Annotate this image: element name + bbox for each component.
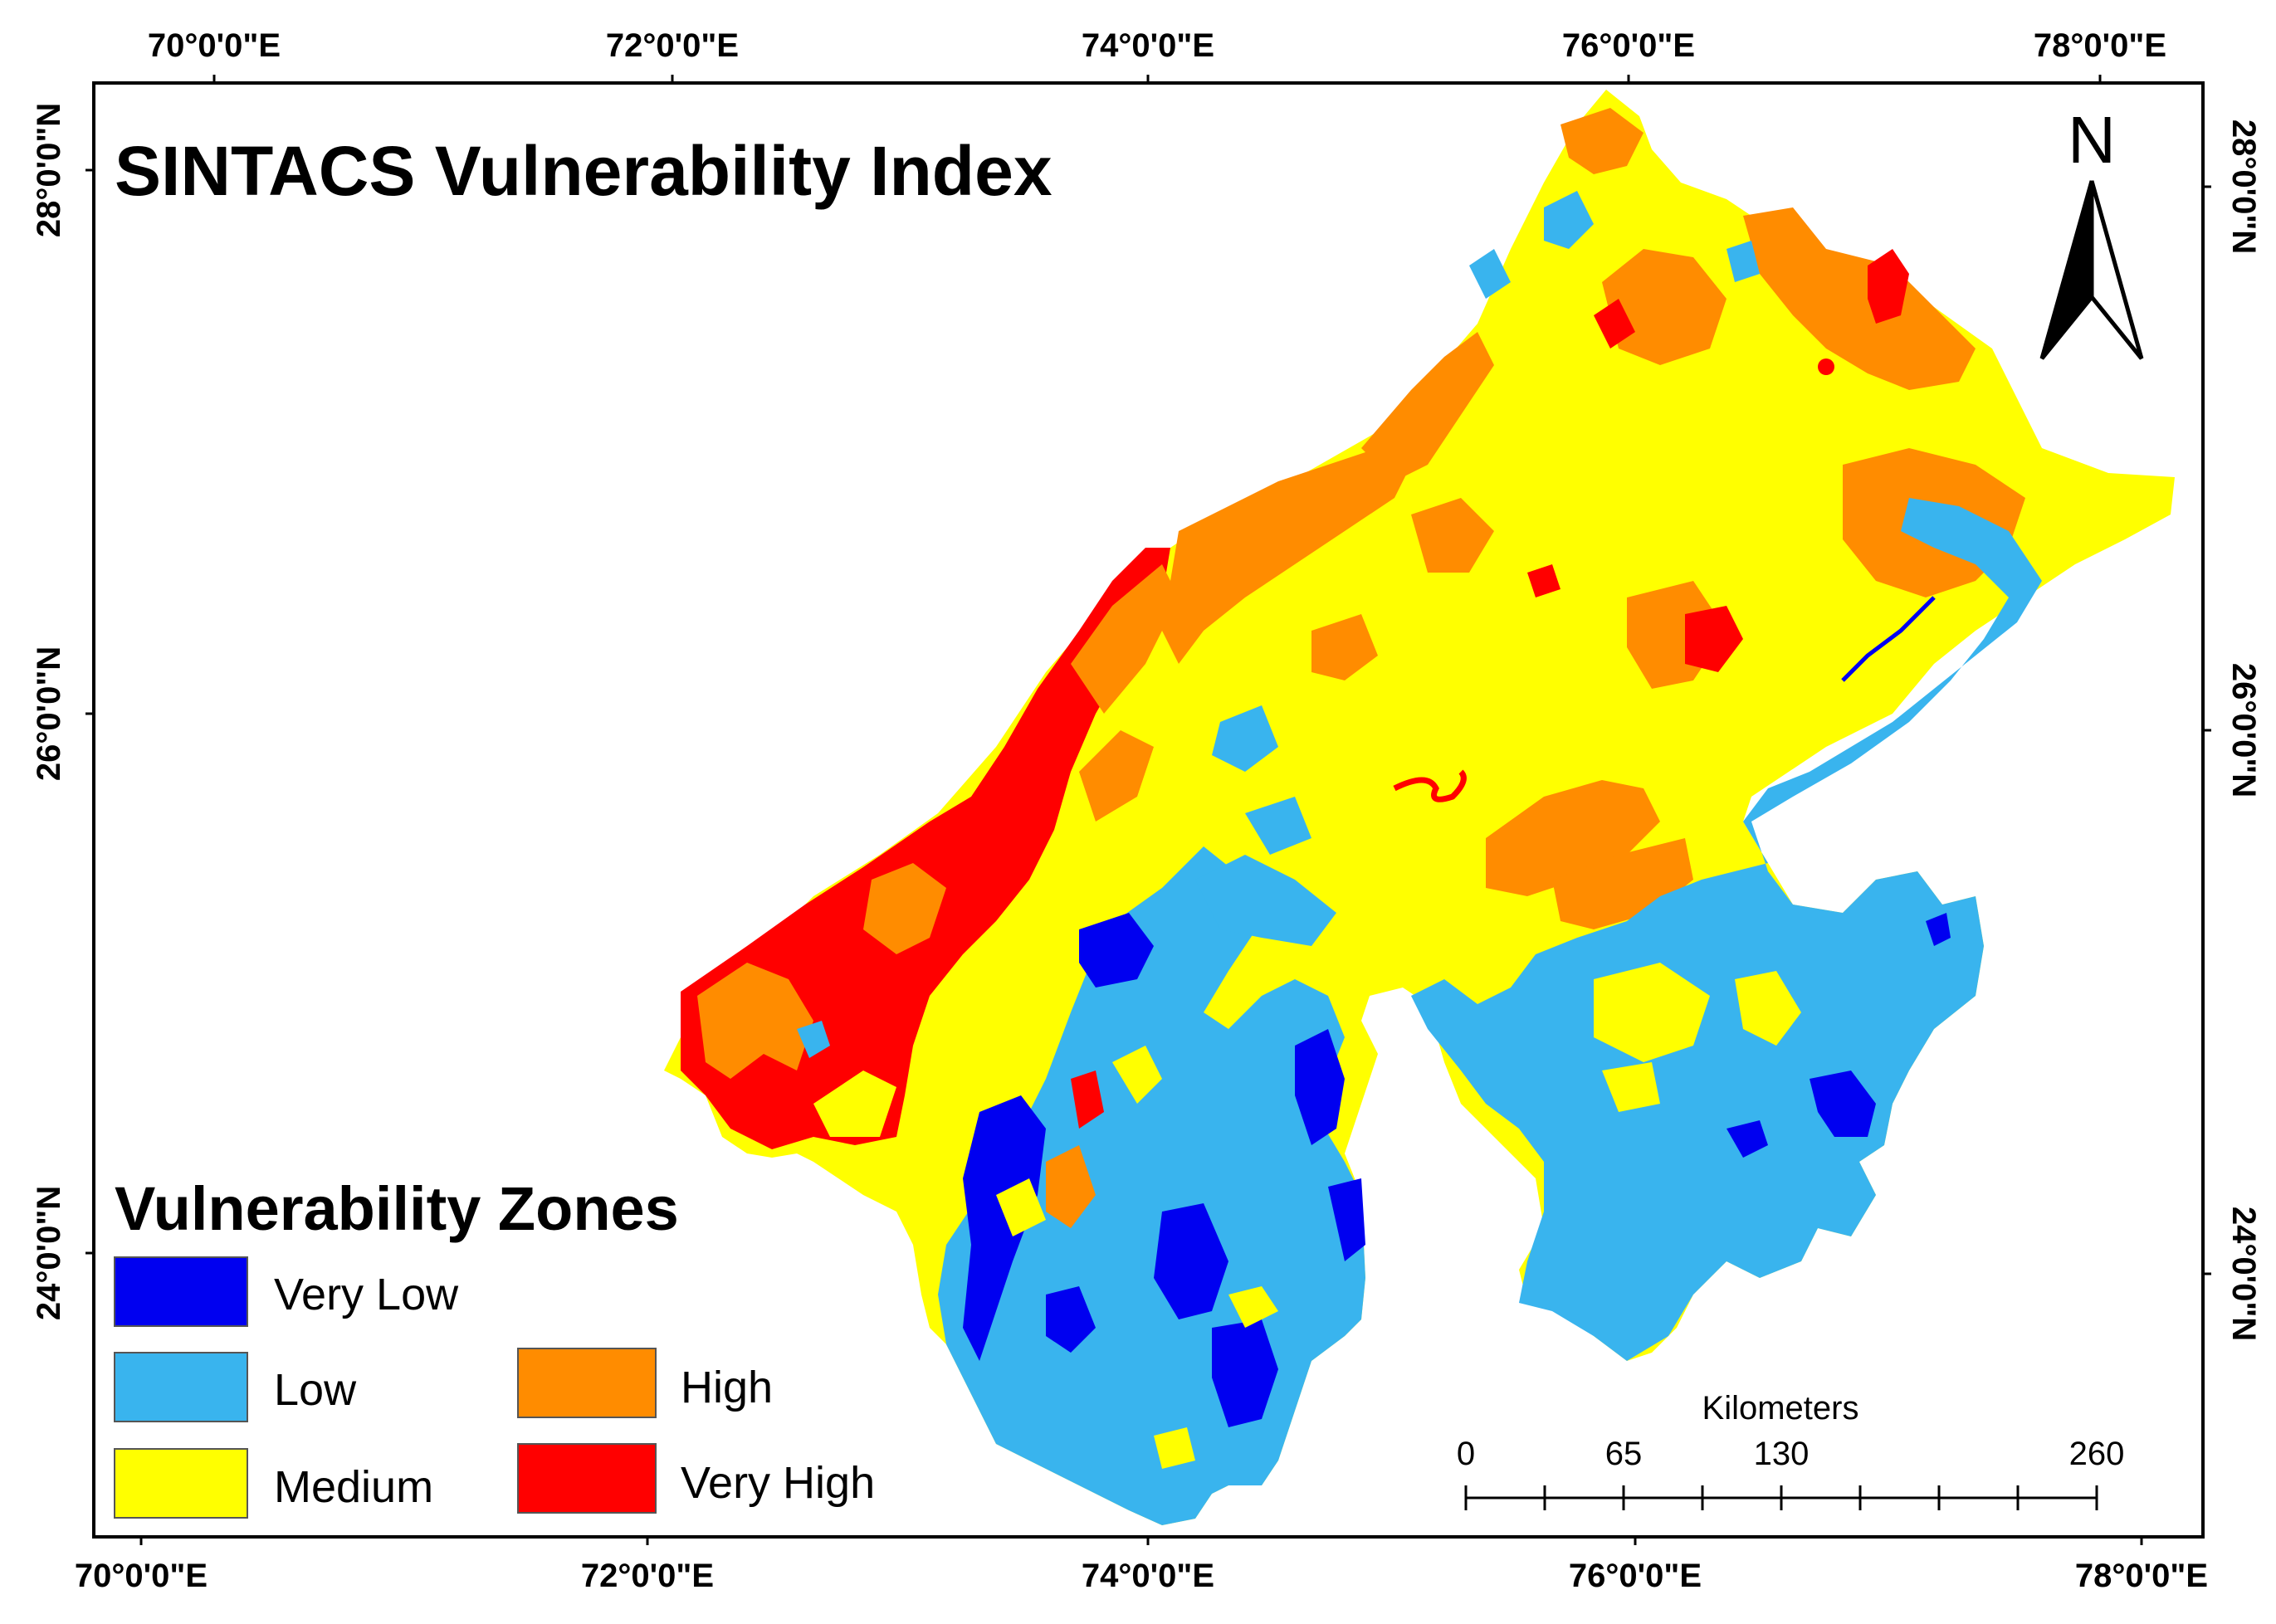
north-arrow-icon bbox=[2039, 180, 2144, 360]
zone-high-center-1 bbox=[1486, 780, 1660, 896]
zone-very-high-west bbox=[681, 548, 1170, 1149]
legend: Vulnerability Zones Very Low Low Medium … bbox=[114, 1174, 875, 1519]
zone-very-high-south-1 bbox=[1071, 1070, 1104, 1129]
zone-very-high-river bbox=[1393, 769, 1467, 802]
graticule-label-bottom: 78°0'0"E bbox=[2075, 1558, 2208, 1594]
legend-label-very-high: Very High bbox=[681, 1458, 875, 1508]
zone-very-high-dot bbox=[1818, 358, 1834, 375]
zone-high-north-3 bbox=[1602, 249, 1727, 365]
zone-medium-east-2 bbox=[1735, 971, 1801, 1046]
legend-label-very-low: Very Low bbox=[274, 1270, 459, 1319]
zone-very-low-south-7 bbox=[1046, 1286, 1096, 1353]
zone-medium-south-1 bbox=[1112, 1046, 1162, 1104]
zone-very-low-south-2 bbox=[1079, 913, 1154, 988]
zone-low-north-3 bbox=[1727, 241, 1760, 282]
zone-very-low-south-4 bbox=[1212, 1319, 1278, 1427]
zone-high-center-5 bbox=[1311, 614, 1378, 680]
scale-bar-line bbox=[1464, 1485, 2098, 1510]
zone-low-north-1 bbox=[1544, 191, 1594, 249]
zone-low-west bbox=[797, 1021, 830, 1058]
graticule-label-top: 74°0'0"E bbox=[1082, 27, 1214, 64]
zone-very-low-east-line bbox=[1841, 596, 1936, 682]
zone-medium-south-3 bbox=[1154, 1427, 1195, 1469]
zone-low-central-3 bbox=[1195, 855, 1336, 946]
legend-swatch-medium bbox=[114, 1448, 248, 1519]
scale-bar-label-0: 0 bbox=[1457, 1436, 1475, 1472]
zone-very-low-south-6 bbox=[1328, 1178, 1365, 1261]
legend-swatch-very-high bbox=[517, 1443, 657, 1514]
zone-medium-south-4 bbox=[996, 1178, 1046, 1236]
graticule-label-bottom: 76°0'0"E bbox=[1569, 1558, 1702, 1594]
legend-swatch-very-low bbox=[114, 1256, 248, 1327]
map-title: SINTACS Vulnerability Index bbox=[115, 132, 1053, 210]
graticule-label-bottom: 72°0'0"E bbox=[581, 1558, 714, 1594]
zone-high-north-1 bbox=[1361, 332, 1494, 481]
zone-high-band bbox=[1162, 448, 1411, 664]
zone-low-central-2 bbox=[1245, 797, 1311, 855]
graticule-label-bottom: 70°0'0"E bbox=[75, 1558, 208, 1594]
vulnerability-map bbox=[664, 90, 2175, 1525]
scale-bar-label-260: 260 bbox=[2069, 1436, 2125, 1472]
graticule-label-left: 28°0'0"N bbox=[31, 103, 67, 237]
zone-high-west-2 bbox=[863, 863, 946, 954]
zone-high-center-4 bbox=[1411, 498, 1494, 573]
zone-high-west-4 bbox=[1079, 730, 1154, 822]
graticule-label-right: 28°0'0"N bbox=[2225, 119, 2262, 254]
legend-swatch-low bbox=[114, 1352, 248, 1422]
zone-very-high-ne-3 bbox=[1594, 299, 1635, 349]
scale-bar-label-65: 65 bbox=[1605, 1436, 1643, 1472]
north-arrow: N bbox=[2039, 103, 2144, 360]
legend-label-medium: Medium bbox=[274, 1462, 433, 1512]
zone-medium-east-3 bbox=[1602, 1062, 1660, 1112]
legend-label-low: Low bbox=[274, 1365, 357, 1415]
zone-medium-east-1 bbox=[1594, 963, 1710, 1062]
graticule-label-left: 24°0'0"N bbox=[31, 1186, 67, 1320]
scale-bar-units: Kilometers bbox=[1702, 1390, 1859, 1426]
zone-very-high-ne-4 bbox=[1527, 564, 1560, 597]
north-label: N bbox=[2068, 103, 2116, 177]
graticule-label-left: 26°0'0"N bbox=[31, 646, 67, 781]
graticule-label-top: 72°0'0"E bbox=[606, 27, 739, 64]
zone-high-west-1 bbox=[697, 963, 813, 1079]
scale-bar-label-130: 130 bbox=[1754, 1436, 1810, 1472]
zone-low-east bbox=[1411, 498, 2042, 1361]
graticule-label-top: 76°0'0"E bbox=[1562, 27, 1695, 64]
zone-low-north-2 bbox=[1469, 249, 1511, 299]
legend-label-high: High bbox=[681, 1363, 773, 1412]
zone-medium-south-2 bbox=[1228, 1286, 1278, 1328]
zone-high-south-1 bbox=[1046, 1145, 1096, 1228]
legend-title: Vulnerability Zones bbox=[115, 1174, 679, 1243]
zone-high-north-4 bbox=[1743, 207, 1976, 390]
zone-medium-west bbox=[813, 1070, 896, 1137]
zone-very-low-south-3 bbox=[1154, 1203, 1228, 1319]
scale-bar: Kilometers 0 65 130 260 bbox=[1457, 1390, 2125, 1510]
zone-high-north-2 bbox=[1560, 108, 1644, 174]
graticule-label-right: 26°0'0"N bbox=[2225, 663, 2262, 797]
zone-high-west-3 bbox=[1071, 564, 1179, 714]
zone-very-low-east-2 bbox=[1926, 913, 1951, 946]
zone-very-low-south-5 bbox=[1295, 1029, 1345, 1145]
zone-very-low-south-1 bbox=[963, 1095, 1046, 1361]
zone-low-central-1 bbox=[1212, 705, 1278, 772]
zone-very-high-ne-2 bbox=[1685, 606, 1743, 672]
graticule-label-bottom: 74°0'0"E bbox=[1082, 1558, 1214, 1594]
graticule: 70°0'0"E 72°0'0"E 74°0'0"E 76°0'0"E 78°0'0"E… bbox=[31, 27, 2262, 1594]
legend-swatch-high bbox=[517, 1348, 657, 1418]
graticule-label-top: 78°0'0"E bbox=[2034, 27, 2166, 64]
graticule-label-right: 24°0'0"N bbox=[2225, 1207, 2262, 1341]
zone-very-low-east-1 bbox=[1810, 1070, 1876, 1137]
graticule-label-top: 70°0'0"E bbox=[148, 27, 281, 64]
zone-very-low-east-3 bbox=[1727, 1120, 1768, 1158]
zone-very-high-ne-1 bbox=[1868, 249, 1909, 324]
